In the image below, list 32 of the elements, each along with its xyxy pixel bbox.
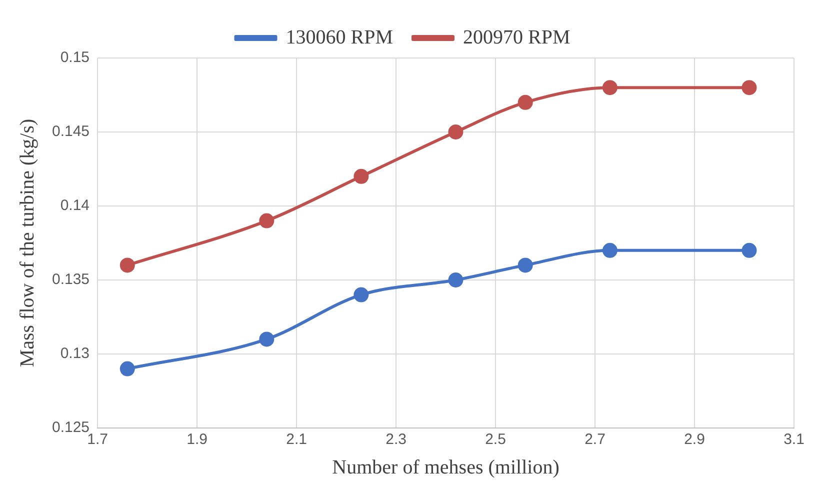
- point: [120, 361, 135, 376]
- legend-label: 200970 RPM: [463, 26, 570, 48]
- x-tick-label: 1.7: [87, 431, 108, 448]
- point: [742, 242, 757, 258]
- legend-label: 130060 RPM: [286, 26, 394, 48]
- y-tick-label: 0.125: [52, 419, 90, 436]
- point: [259, 213, 274, 228]
- x-tick-label: 1.9: [186, 431, 208, 448]
- x-tick-label: 2.1: [286, 431, 307, 448]
- y-axis-title: Mass flow of the turbine (kg/s): [16, 118, 38, 368]
- x-tick-label: 2.3: [386, 431, 406, 448]
- point: [354, 168, 369, 184]
- point: [448, 272, 464, 288]
- x-axis-title: Number of mehses (million): [332, 456, 560, 478]
- point: [518, 258, 533, 273]
- point: [259, 332, 274, 347]
- point: [120, 258, 135, 273]
- y-tick-label: 0.14: [60, 197, 90, 214]
- point: [742, 80, 757, 96]
- x-tick-label: 2.9: [684, 431, 705, 448]
- point: [448, 124, 464, 140]
- y-tick-label: 0.15: [60, 49, 90, 66]
- y-tick-label: 0.135: [52, 271, 90, 288]
- y-tick-label: 0.145: [52, 123, 90, 140]
- point: [518, 94, 533, 110]
- x-tick-label: 2.7: [584, 431, 606, 448]
- x-tick-label: 3.1: [784, 431, 804, 448]
- point: [354, 287, 369, 302]
- point: [602, 242, 618, 258]
- y-tick-label: 0.13: [60, 345, 90, 362]
- point: [602, 80, 618, 96]
- x-tick-label: 2.5: [485, 431, 506, 448]
